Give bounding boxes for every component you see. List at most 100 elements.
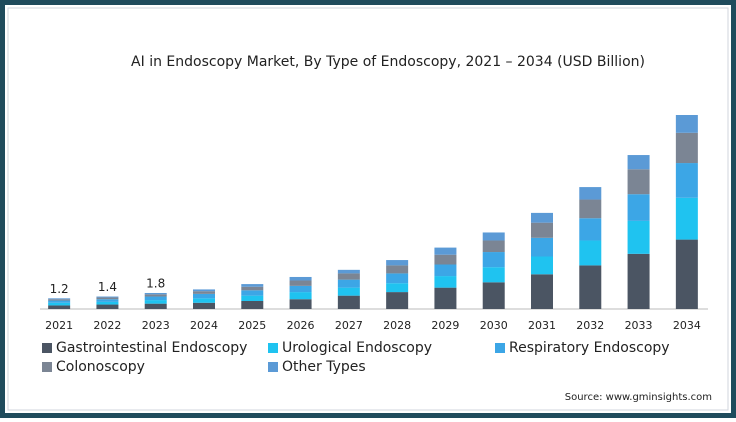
x-tick-label: 2034 [673,319,701,332]
bar-segment [386,265,409,274]
bar-segment [289,299,312,309]
legend-label: Other Types [282,359,366,375]
bar-segment [289,276,312,281]
bar-segment [482,240,505,253]
bar-segment [434,264,457,277]
bar-segment [144,292,167,295]
bar-segment [48,298,71,300]
bar-segment [193,298,215,303]
bar-segment [482,267,505,283]
bar-segment [386,292,409,309]
bar-segment [531,212,553,223]
bar-segment [627,220,650,254]
bar-segment [96,296,119,298]
bar-segment [531,237,553,257]
x-tick-label: 2024 [190,319,218,332]
legend-label: Urological Endoscopy [282,340,432,356]
bar-segment [579,240,602,266]
bar-segment [434,254,457,265]
bar-segment [579,265,602,309]
total-label: 1.4 [98,280,117,294]
bar-segment [337,273,360,280]
bar-segment [144,300,167,304]
bar-segment [241,300,264,309]
chart-title: AI in Endoscopy Market, By Type of Endos… [131,54,645,70]
x-tick-label: 2028 [383,319,411,332]
legend-label: Respiratory Endoscopy [509,340,670,356]
bar-segment [482,252,505,268]
bar-segment [482,232,505,241]
bar-segment [675,132,698,164]
bar-segment [96,297,119,300]
bar-segment [289,280,312,286]
bar-segment [193,289,215,292]
bar-segment [337,279,360,288]
bar-segment [48,299,71,301]
bar-segment [241,295,264,301]
x-tick-label: 2026 [287,319,315,332]
legend-swatch [268,362,278,372]
bar-segment [434,276,457,288]
legend-swatch [42,343,52,353]
bar-segment [96,299,119,302]
bar-segment [193,291,215,294]
total-label: 1.8 [146,276,165,290]
bar-segment [579,218,602,241]
x-tick-label: 2023 [142,319,170,332]
x-tick-label: 2022 [93,319,121,332]
x-tick-label: 2032 [576,319,604,332]
bar-segment [386,260,409,266]
bar-segment [531,222,553,238]
bar-segment [482,282,505,309]
bar-segment [337,295,360,309]
total-label: 1.2 [50,282,69,296]
bar-segment [434,287,457,309]
bar-segment [627,253,650,309]
bar-segment [144,303,167,309]
bar-segment [241,290,264,296]
source: Source: www.gminsights.com [565,392,712,403]
legend-swatch [42,362,52,372]
x-tick-label: 2027 [335,319,363,332]
bar-segment [675,239,698,309]
legend-label: Colonoscopy [56,359,145,375]
bar-segment [675,197,698,240]
bar-segment [386,283,409,293]
x-tick-label: 2025 [238,319,266,332]
bar-segment [386,273,409,284]
inner-frame [7,7,729,411]
x-tick-label: 2021 [45,319,73,332]
legend-label: Gastrointestinal Endoscopy [56,340,247,356]
bar-segment [48,305,71,309]
bar-segment [48,300,71,303]
bar-segment [627,169,650,195]
bar-segment [241,286,264,291]
bar-segment [579,187,602,200]
bar-segment [337,269,360,274]
bar-segment [48,302,71,306]
bar-segment [627,194,650,221]
bar-segment [241,284,264,287]
bar-segment [289,292,312,300]
bar-segment [337,287,360,296]
legend-swatch [268,343,278,353]
x-tick-label: 2031 [528,319,556,332]
bar-segment [96,304,119,309]
bar-segment [627,155,650,170]
bar-segment [193,293,215,299]
bar-segment [289,285,312,293]
bar-segment [531,274,553,309]
x-tick-label: 2030 [480,319,508,332]
bar-segment [579,199,602,219]
bar-segment [193,302,215,309]
bar-segment [144,296,167,301]
bar-segment [434,247,457,255]
x-tick-label: 2029 [431,319,459,332]
bar-segment [144,294,167,297]
bar-segment [531,256,553,275]
legend-swatch [495,343,505,353]
bar-segment [675,163,698,198]
x-tick-label: 2033 [625,319,653,332]
